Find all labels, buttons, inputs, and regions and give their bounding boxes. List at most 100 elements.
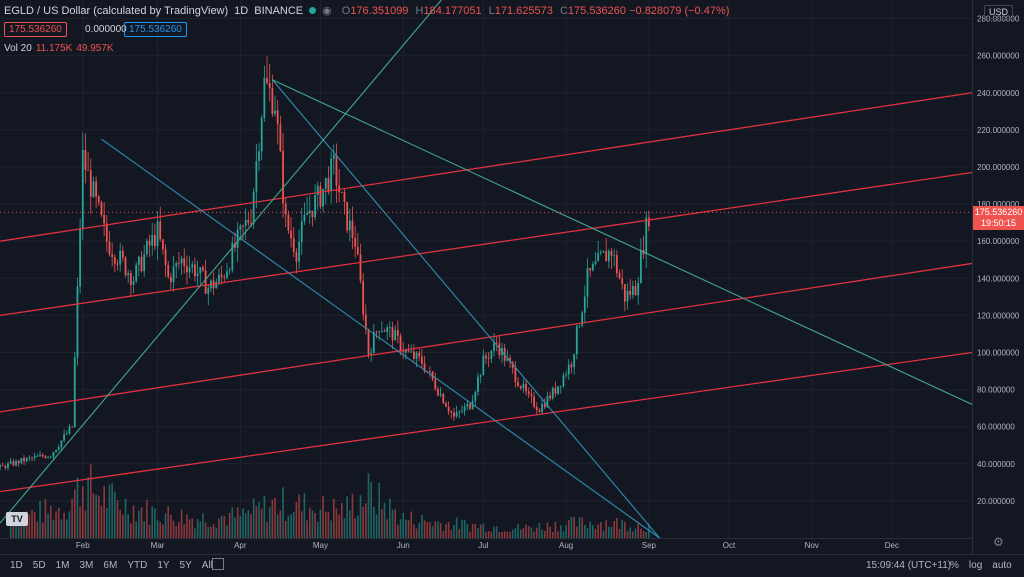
candle-body bbox=[340, 192, 343, 193]
candle-body bbox=[242, 225, 244, 227]
volume-bar bbox=[306, 520, 308, 538]
price-axis[interactable]: 20.000000 40.000000 60.000000 80.000000 100.… bbox=[972, 0, 1024, 554]
range-button-1d[interactable]: 1D bbox=[10, 560, 23, 571]
candle-body bbox=[268, 82, 271, 89]
volume-bar bbox=[324, 511, 327, 538]
volume-bar bbox=[164, 513, 167, 538]
volume-bar bbox=[378, 482, 380, 538]
volume-bar bbox=[23, 520, 25, 538]
candle-body bbox=[303, 214, 306, 222]
candle-body bbox=[199, 267, 202, 274]
price-tick-label: 280.000000 bbox=[977, 15, 1020, 24]
volume-bar bbox=[124, 498, 127, 538]
candle-body bbox=[113, 257, 116, 264]
volume-bar bbox=[122, 514, 124, 538]
candle-body bbox=[298, 241, 300, 262]
scale-option-auto[interactable]: auto bbox=[992, 560, 1012, 571]
drawn-lines[interactable] bbox=[0, 0, 973, 539]
time-tick-label: Jun bbox=[397, 541, 410, 550]
candle-body bbox=[639, 249, 642, 283]
volume-bar bbox=[295, 502, 298, 538]
candle-body bbox=[645, 217, 648, 255]
range-button-1y[interactable]: 1Y bbox=[157, 560, 170, 571]
candle-body bbox=[319, 185, 322, 207]
candle-body bbox=[135, 264, 138, 282]
candle-body bbox=[65, 433, 68, 435]
volume-bar bbox=[308, 507, 311, 538]
candle-body bbox=[73, 357, 76, 427]
volume-bar bbox=[151, 506, 154, 538]
symbol-title[interactable]: EGLD / US Dollar (calculated by TradingV… bbox=[4, 4, 229, 17]
volume-bar bbox=[573, 517, 575, 538]
volume-bar bbox=[49, 505, 52, 538]
candle-body bbox=[250, 222, 252, 224]
volume-bar bbox=[81, 486, 84, 538]
buy-button[interactable]: 175.536260 bbox=[124, 22, 187, 37]
candle-body bbox=[247, 219, 250, 223]
candle-body bbox=[132, 281, 135, 286]
clock-readout[interactable]: 15:09:44 (UTC+11) bbox=[866, 560, 952, 571]
volume-bar bbox=[581, 517, 583, 538]
candle-body bbox=[581, 312, 584, 326]
candle-body bbox=[175, 262, 178, 267]
tradingview-logo-icon[interactable]: TV bbox=[6, 512, 28, 526]
volume-bar bbox=[592, 525, 594, 538]
calendar-icon[interactable] bbox=[212, 558, 224, 570]
candles bbox=[0, 56, 650, 471]
candle-body bbox=[332, 154, 335, 159]
volume-bar bbox=[20, 514, 23, 538]
ohlc-values: O176.351099 H184.177051 L171.625573 C175… bbox=[341, 4, 730, 17]
candle-body bbox=[116, 263, 119, 265]
volume-bar bbox=[570, 516, 573, 538]
candle-body bbox=[346, 202, 349, 231]
volume-bar bbox=[279, 510, 282, 538]
scale-option-log[interactable]: log bbox=[968, 560, 983, 571]
candle-body bbox=[239, 225, 242, 230]
candle-body bbox=[327, 178, 330, 192]
volume-bar bbox=[274, 497, 276, 538]
currency-selector[interactable]: USD bbox=[984, 5, 1014, 19]
volume-bar bbox=[421, 514, 423, 538]
trend-line bbox=[101, 138, 660, 539]
time-tick-label: Nov bbox=[805, 541, 819, 550]
volume-bar bbox=[445, 524, 447, 538]
candle-body bbox=[386, 327, 389, 332]
volume-bar bbox=[389, 498, 391, 538]
eye-icon[interactable]: ◉ bbox=[322, 5, 332, 17]
range-button-5d[interactable]: 5D bbox=[32, 560, 46, 571]
range-button-all[interactable]: All bbox=[201, 560, 213, 571]
volume-value: 11.175K bbox=[35, 43, 73, 54]
range-button-1m[interactable]: 1M bbox=[55, 560, 70, 571]
candle-body bbox=[33, 456, 36, 459]
gear-icon[interactable]: ⚙ bbox=[993, 535, 1004, 549]
volume-bar bbox=[632, 531, 634, 538]
range-button-ytd[interactable]: YTD bbox=[127, 560, 148, 571]
candle-body bbox=[570, 364, 573, 368]
volume-bar bbox=[130, 523, 132, 538]
time-axis[interactable]: Feb Mar Apr May Jun Jul Aug Sep Oct Nov Dec bbox=[0, 538, 972, 551]
interval-label[interactable]: 1D bbox=[234, 4, 249, 17]
range-button-3m[interactable]: 3M bbox=[79, 560, 94, 571]
scale-option-percent[interactable]: % bbox=[950, 560, 959, 571]
candle-body bbox=[220, 274, 223, 278]
candle-body bbox=[306, 213, 308, 215]
volume-label[interactable]: Vol 20 bbox=[4, 43, 32, 54]
range-button-5y[interactable]: 5Y bbox=[179, 560, 192, 571]
volume-bar bbox=[381, 509, 383, 538]
candle-body bbox=[156, 221, 159, 247]
chart-grid bbox=[0, 0, 972, 538]
candle-body bbox=[551, 387, 554, 399]
range-button-6m[interactable]: 6M bbox=[103, 560, 118, 571]
volume-bar bbox=[402, 512, 405, 538]
volume-bar bbox=[188, 519, 191, 538]
candle-body bbox=[17, 460, 20, 464]
high-value: 184.177051 bbox=[423, 4, 482, 17]
volume-bar bbox=[258, 502, 260, 538]
candle-body bbox=[447, 406, 450, 412]
change-value: −0.828079 (−0.47%) bbox=[629, 4, 730, 17]
low-value: 171.625573 bbox=[494, 4, 553, 17]
volume-bar bbox=[292, 511, 295, 538]
sell-button[interactable]: 175.536260 bbox=[4, 22, 67, 37]
candle-body bbox=[36, 456, 39, 457]
